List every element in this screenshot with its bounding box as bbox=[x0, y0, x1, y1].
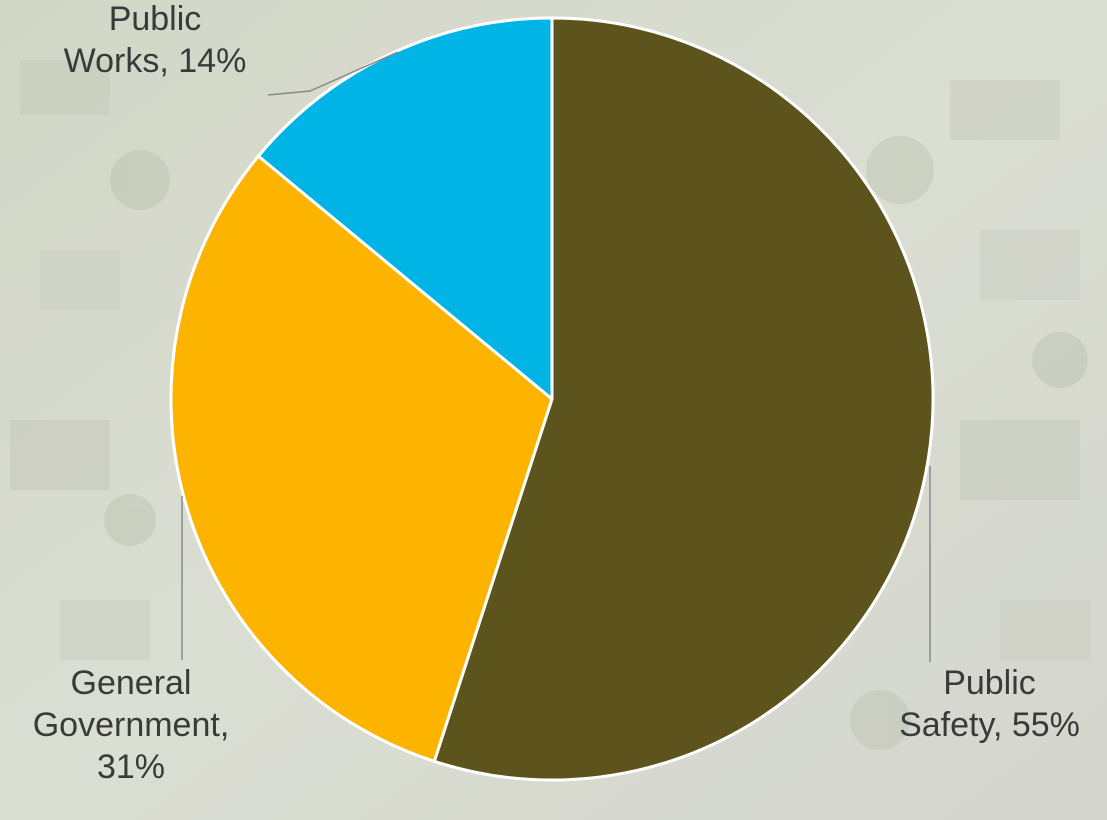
pie-slice-public-works bbox=[256, 16, 554, 401]
data-label-public-safety: Public Safety, 55% bbox=[899, 664, 1080, 744]
leader-lines bbox=[181, 51, 931, 662]
pie-slice-public-safety bbox=[432, 16, 935, 782]
data-label-public-works: Public Works, 14% bbox=[63, 0, 247, 80]
pie-slice-general-government bbox=[169, 154, 554, 763]
leader-line-public-works bbox=[267, 51, 399, 96]
data-label-general-government: General Government, 31% bbox=[32, 664, 230, 786]
pie-slices bbox=[169, 16, 935, 782]
